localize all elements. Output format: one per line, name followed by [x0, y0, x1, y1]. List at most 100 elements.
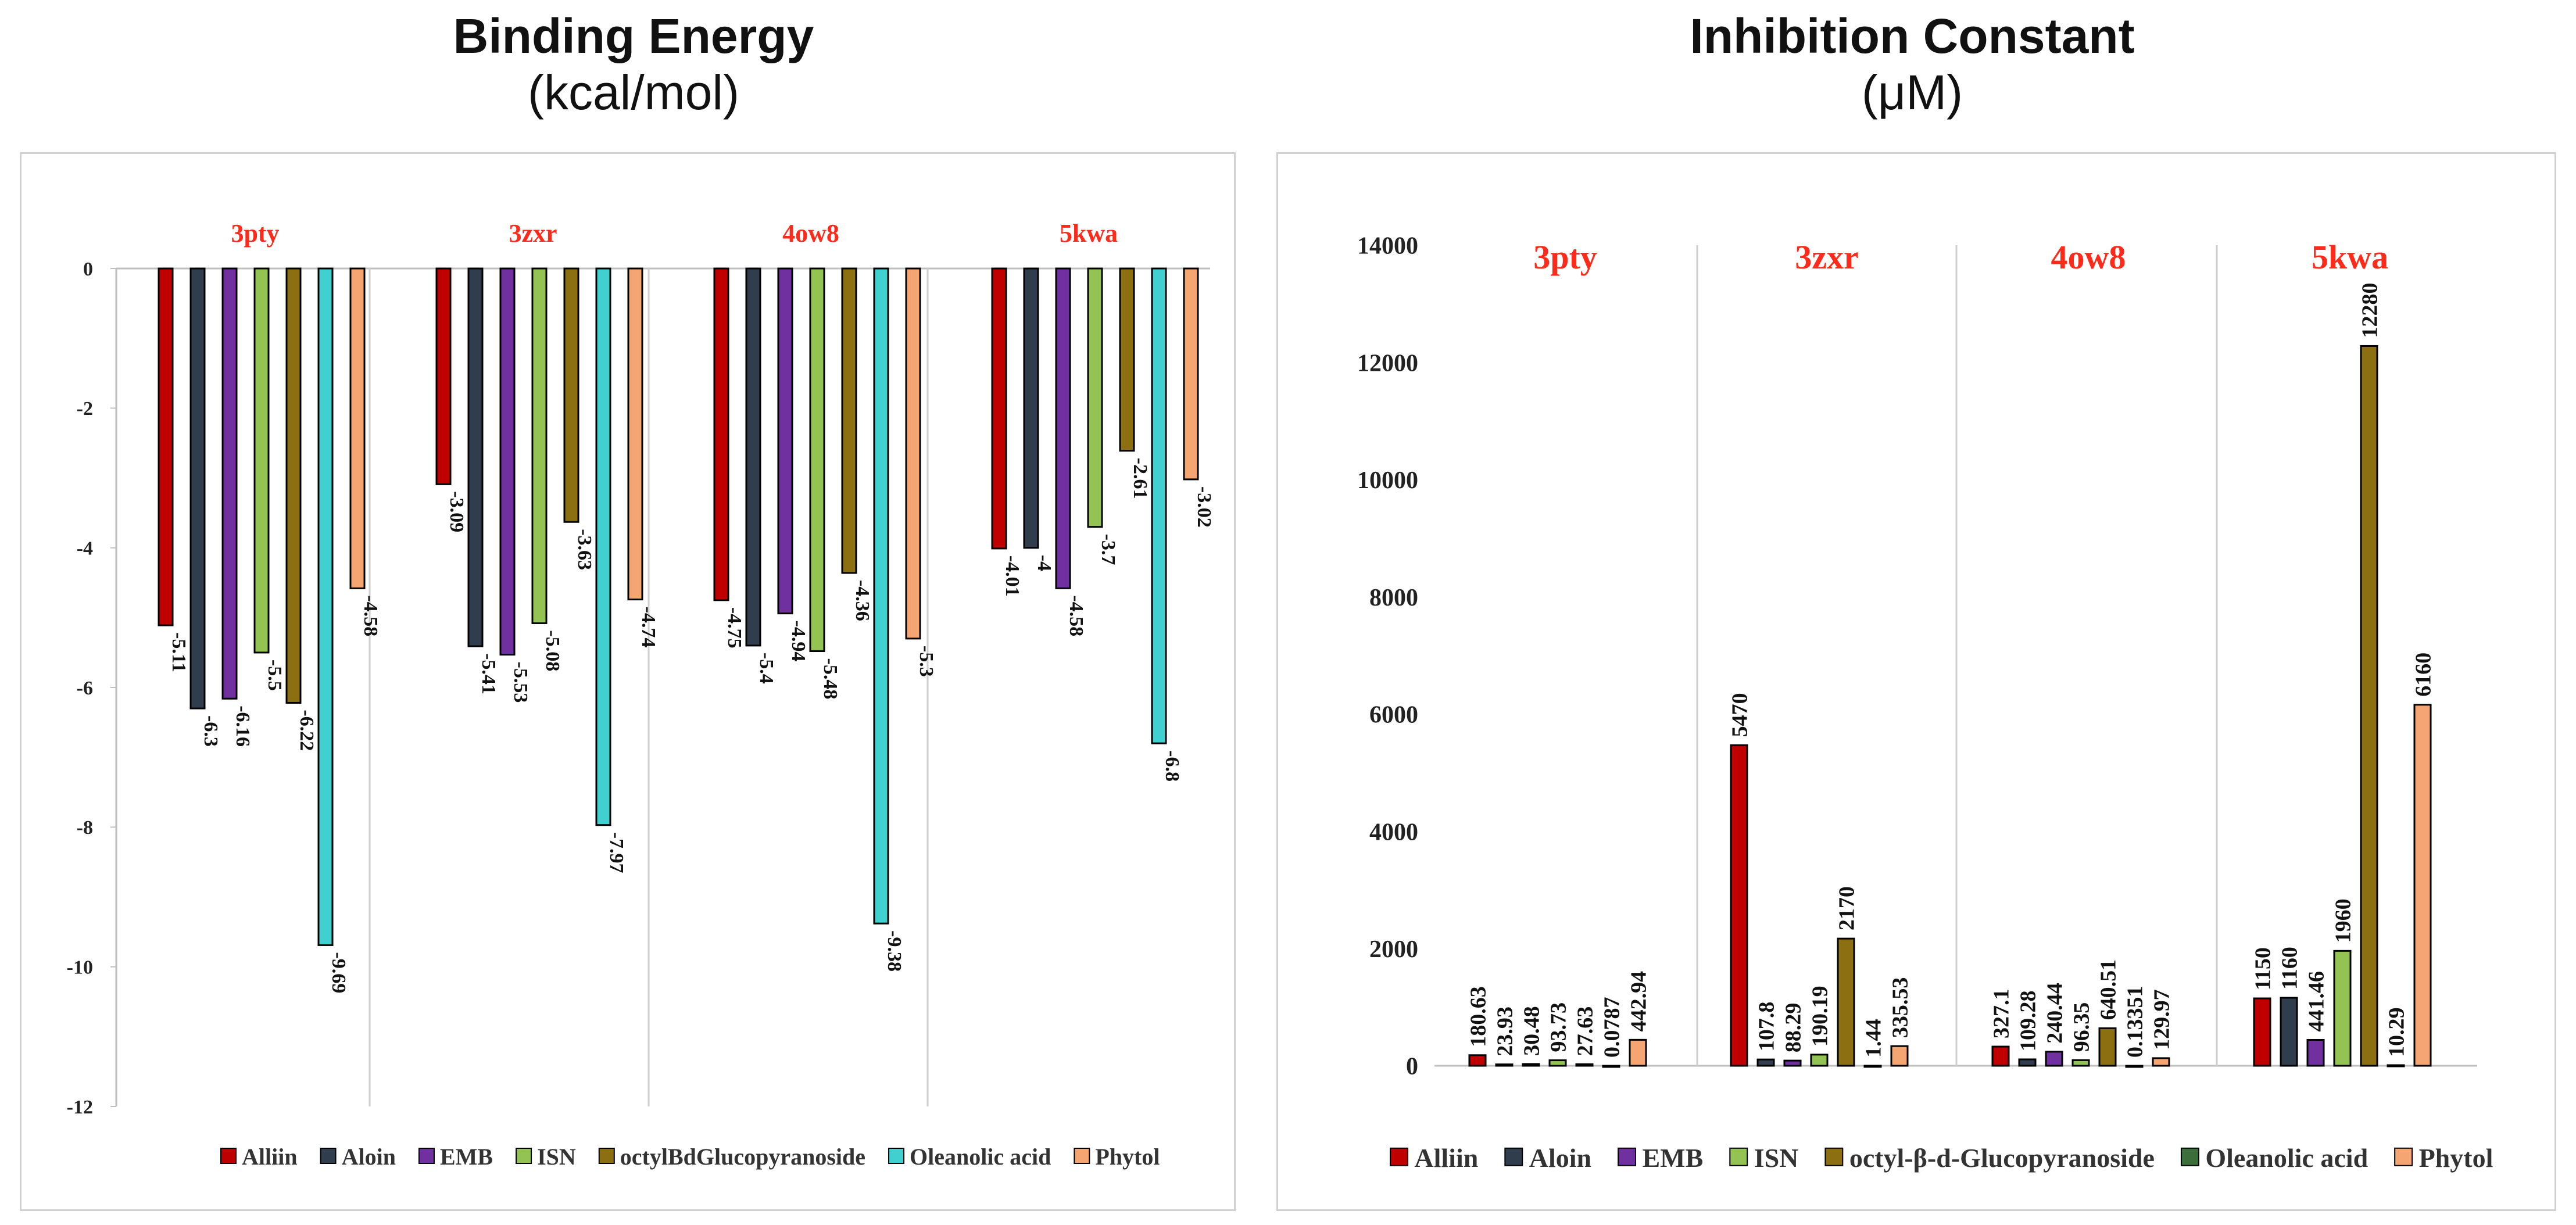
bar-3zxr-aloin [467, 267, 484, 647]
legend-label: octyl-β-d-Glucopyranoside [1849, 1143, 2155, 1173]
bar-3zxr-alliin [1730, 744, 1748, 1067]
group-label-3pty: 3pty [1533, 238, 1597, 276]
legend-label: Aloin [1529, 1143, 1591, 1173]
y-tick-label: 0 [83, 259, 93, 280]
data-label: -4.74 [638, 607, 659, 648]
data-label: 88.29 [1781, 1003, 1805, 1053]
data-label: 327.1 [1989, 989, 2013, 1039]
legend-label: Aloin [342, 1144, 396, 1170]
legend-swatch [320, 1148, 337, 1164]
legend-swatch [1504, 1147, 1523, 1166]
y-tick-label: 12000 [1357, 350, 1418, 377]
data-label: 335.53 [1888, 977, 1912, 1038]
legend-label: EMB [440, 1144, 493, 1170]
legend-label: Alliin [1414, 1143, 1478, 1173]
bar-3zxr-isn [1810, 1054, 1829, 1067]
data-label: 109.28 [2016, 990, 2040, 1051]
data-label: 441.46 [2304, 971, 2328, 1031]
bar-4ow8-phytol [905, 267, 921, 640]
y-tick-label: 4000 [1369, 819, 1418, 846]
bar-3zxr-octyl-d-glucopyranoside [1837, 937, 1855, 1067]
bar-5kwa-isn [1087, 267, 1103, 528]
legend-swatch [2394, 1147, 2413, 1166]
data-label: 5470 [1727, 693, 1752, 737]
bar-5kwa-alliin [991, 267, 1007, 550]
data-label: -6.22 [296, 710, 317, 751]
data-label: -3.7 [1097, 534, 1119, 565]
inhibition-constant-title: Inhibition Constant (μM) [1279, 8, 2546, 120]
binding-energy-title: Binding Energy (kcal/mol) [23, 8, 1244, 120]
legend-label: Oleanolic acid [910, 1144, 1051, 1170]
data-label: 27.63 [1573, 1006, 1597, 1056]
binding-energy-title-text: Binding Energy [453, 9, 814, 63]
data-label: 1960 [2331, 898, 2355, 943]
bar-3pty-oleanolic-acid [317, 267, 334, 946]
bar-3zxr-aloin [1756, 1058, 1775, 1067]
data-label: -4 [1033, 555, 1055, 571]
legend-swatch [1824, 1147, 1844, 1166]
data-label: 0.13351 [2123, 986, 2147, 1058]
bar-5kwa-aloin [2280, 997, 2298, 1067]
data-label: 640.51 [2096, 959, 2120, 1020]
group-label-5kwa: 5kwa [2312, 238, 2388, 276]
bar-4ow8-octyl-d-glucopyranoside [2098, 1027, 2117, 1067]
bar-3pty-oleanolic-acid [1602, 1065, 1620, 1068]
legend-swatch [1618, 1147, 1637, 1166]
data-label: -6.8 [1161, 750, 1183, 782]
data-label: 30.48 [1519, 1006, 1544, 1056]
bar-3zxr-emb [1783, 1059, 1802, 1067]
bar-4ow8-aloin [2018, 1058, 2037, 1067]
legend-label: ISN [1754, 1143, 1799, 1173]
legend-label: Alliin [242, 1144, 298, 1170]
data-label: 93.73 [1546, 1002, 1570, 1052]
data-label: -6.3 [200, 715, 221, 747]
data-label: -5.41 [478, 653, 499, 694]
data-label: 442.94 [1626, 971, 1651, 1032]
data-label: 190.19 [1808, 986, 1832, 1047]
group-label-5kwa: 5kwa [1060, 219, 1118, 248]
data-label: -3.09 [446, 491, 467, 532]
group-label-3zxr: 3zxr [509, 219, 557, 248]
legend-swatch [598, 1148, 615, 1164]
y-tick-label: -6 [77, 678, 93, 699]
data-label: -5.5 [264, 660, 285, 691]
data-label: -4.58 [360, 595, 381, 636]
bar-5kwa-phytol [2413, 704, 2432, 1067]
legend-swatch [1729, 1147, 1748, 1166]
bar-3zxr-oleanolic-acid [595, 267, 611, 826]
legend-swatch [220, 1148, 237, 1164]
data-label: 0.0787 [1600, 997, 1624, 1058]
inhibition-constant-title-text: Inhibition Constant [1690, 9, 2135, 63]
y-tick-label: -2 [77, 398, 93, 420]
data-label: 240.44 [2042, 983, 2067, 1044]
data-label: -4.58 [1065, 595, 1087, 636]
bar-5kwa-octylbdglucopyranoside [1119, 267, 1135, 452]
bar-5kwa-alliin [2253, 997, 2271, 1067]
bar-3zxr-octylbdglucopyranoside [563, 267, 579, 523]
data-label: 12280 [2357, 282, 2382, 338]
data-label: 129.97 [2149, 989, 2174, 1050]
y-tick-label: -10 [67, 957, 93, 979]
bar-4ow8-oleanolic-acid [2125, 1065, 2144, 1068]
data-label: -2.61 [1129, 458, 1151, 499]
bar-4ow8-oleanolic-acid [873, 267, 889, 925]
data-label: -7.97 [606, 832, 627, 873]
bar-3pty-aloin [189, 267, 206, 710]
group-label-4ow8: 4ow8 [2051, 238, 2126, 276]
data-label: 2170 [1834, 886, 1859, 930]
legend-label: Phytol [1095, 1144, 1160, 1170]
bar-3pty-emb [1522, 1063, 1540, 1067]
bar-4ow8-alliin [1991, 1045, 2010, 1067]
bar-4ow8-alliin [713, 267, 729, 601]
y-tick-label: 10000 [1357, 467, 1418, 494]
bar-3pty-phytol [349, 267, 366, 589]
bar-5kwa-emb [1055, 267, 1071, 589]
bar-5kwa-isn [2333, 950, 2352, 1067]
bar-3pty-alliin [1468, 1054, 1487, 1067]
y-tick-label: 2000 [1369, 936, 1418, 963]
bar-3zxr-isn [531, 267, 548, 624]
bar-5kwa-oleanolic-acid [2387, 1064, 2405, 1068]
group-label-3pty: 3pty [231, 219, 279, 248]
y-tick-label: -8 [77, 817, 93, 839]
legend-label: octylBdGlucopyranoside [620, 1144, 865, 1170]
